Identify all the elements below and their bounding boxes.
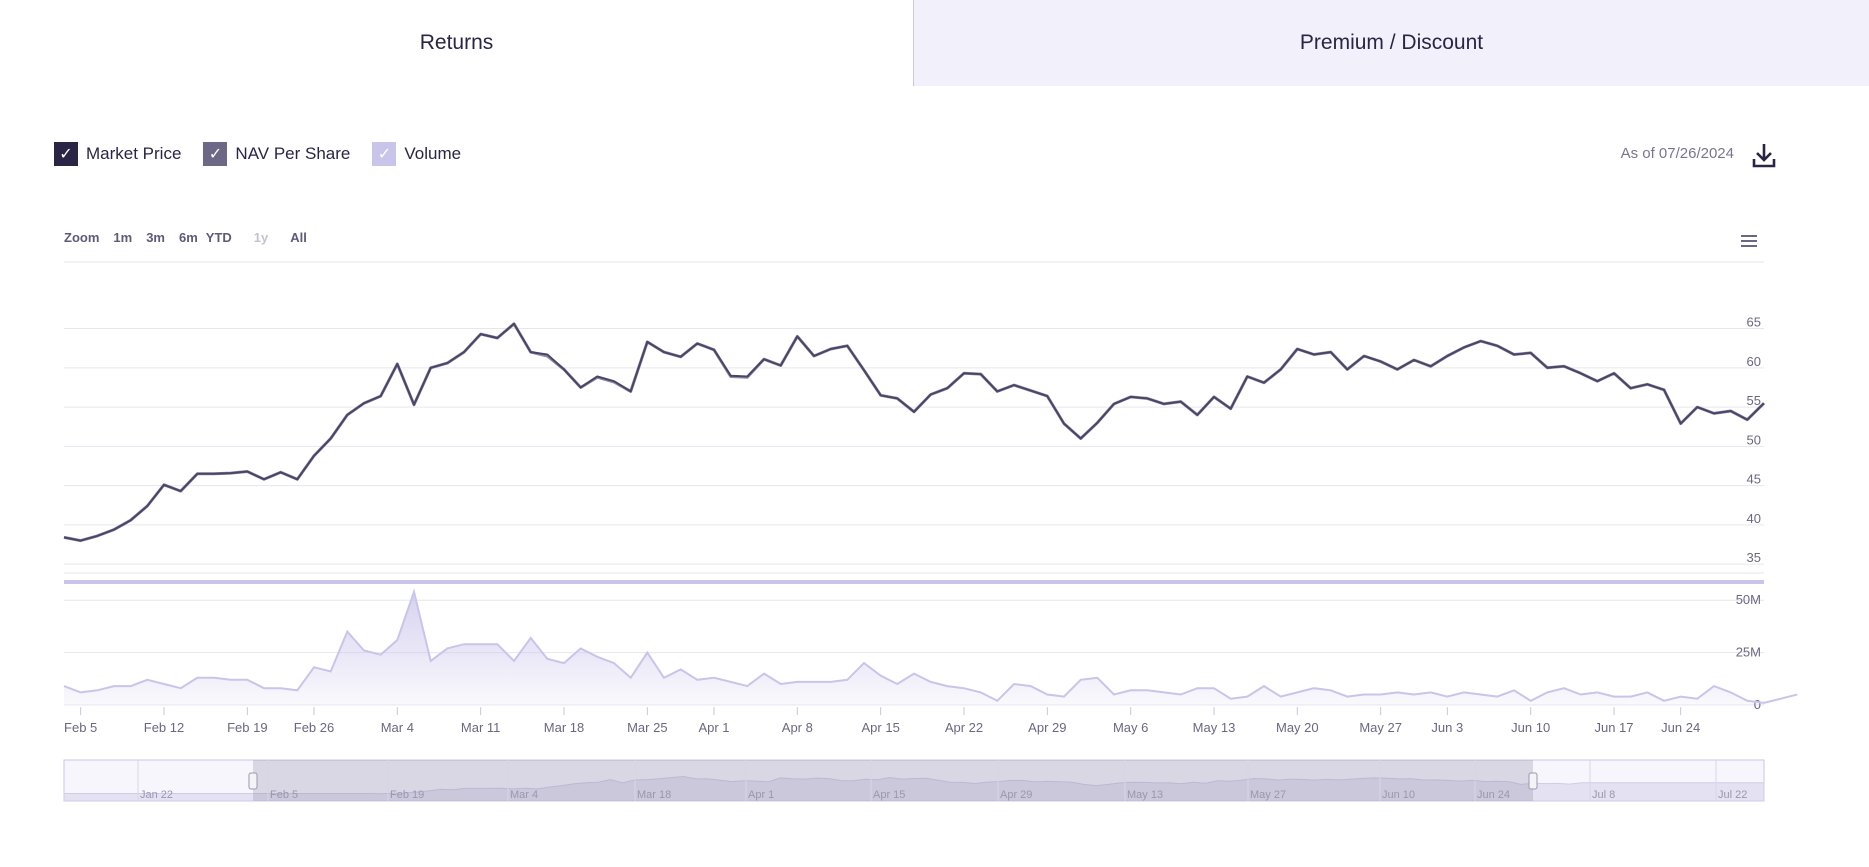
navigator-label: Apr 29 bbox=[1000, 789, 1032, 801]
navigator-handle[interactable] bbox=[1528, 772, 1538, 790]
x-tick-label: Feb 12 bbox=[144, 720, 184, 735]
navigator-label: Jun 24 bbox=[1477, 789, 1510, 801]
checkbox-check-icon[interactable]: ✓ bbox=[372, 142, 397, 166]
zoom-3m-button[interactable]: 3m bbox=[146, 230, 165, 245]
x-tick-label: May 20 bbox=[1276, 720, 1319, 735]
x-tick-label: Jun 10 bbox=[1511, 720, 1550, 735]
x-tick-label: Feb 19 bbox=[227, 720, 267, 735]
zoom-ytd-button[interactable]: YTD bbox=[205, 230, 232, 245]
legend-item-volume[interactable]: ✓ Volume bbox=[372, 142, 461, 166]
volume-series-line bbox=[63, 588, 1798, 704]
price-tick-label: 50 bbox=[1747, 432, 1761, 447]
volume-area bbox=[64, 591, 1798, 705]
x-tick-label: May 6 bbox=[1113, 720, 1148, 735]
x-tick-label: May 27 bbox=[1359, 720, 1402, 735]
legend-label: Volume bbox=[404, 144, 462, 163]
legend-label: Market Price bbox=[86, 144, 182, 163]
price-tick-label: 65 bbox=[1747, 315, 1761, 330]
x-tick-label: Apr 8 bbox=[782, 720, 813, 735]
navigator-selected-range bbox=[253, 760, 1533, 801]
navigator-label: Feb 19 bbox=[390, 789, 424, 801]
zoom-1m-button[interactable]: 1m bbox=[113, 230, 133, 245]
navigator-label: Jul 8 bbox=[1592, 789, 1615, 801]
checkbox-check-icon[interactable]: ✓ bbox=[54, 142, 78, 166]
x-tick-label: Jun 17 bbox=[1594, 720, 1633, 735]
as-of-date: As of 07/26/2024 bbox=[1620, 145, 1734, 162]
market-price-line bbox=[63, 322, 1765, 542]
price-tick-label: 60 bbox=[1747, 354, 1761, 369]
x-tick-label: Jun 24 bbox=[1661, 720, 1700, 735]
navigator-label: Apr 1 bbox=[748, 789, 774, 801]
x-tick-label: Feb 26 bbox=[294, 720, 334, 735]
tab-returns[interactable]: Returns bbox=[0, 0, 914, 86]
zoom-controls: Zoom 1m 3m 6m YTD 1y All bbox=[64, 230, 321, 245]
x-tick-label: Mar 4 bbox=[381, 720, 414, 735]
x-tick-label: Mar 11 bbox=[461, 720, 501, 735]
hamburger-menu-icon[interactable] bbox=[1739, 232, 1759, 250]
x-tick-label: Mar 25 bbox=[627, 720, 667, 735]
grid-lines bbox=[64, 261, 1764, 715]
zoom-all-button[interactable]: All bbox=[290, 230, 307, 245]
x-tick-label: Apr 1 bbox=[698, 720, 729, 735]
navigator-label: May 13 bbox=[1127, 789, 1163, 801]
x-tick-label: May 13 bbox=[1193, 720, 1236, 735]
x-tick-label: Jun 3 bbox=[1431, 720, 1463, 735]
navigator-label: Jul 22 bbox=[1718, 789, 1747, 801]
x-tick-label: Apr 15 bbox=[862, 720, 900, 735]
tab-bar: Returns Premium / Discount bbox=[0, 0, 1869, 86]
x-tick-label: Apr 22 bbox=[945, 720, 983, 735]
navigator: Jan 22 Feb 5 Feb 19 Mar 4 Mar 18 Apr 1 Apr 15 A… bbox=[63, 759, 1765, 802]
chart-legend: ✓ Market Price ✓ NAV Per Share ✓ Volume bbox=[54, 142, 483, 166]
download-icon[interactable] bbox=[1751, 142, 1777, 170]
zoom-label: Zoom bbox=[64, 230, 100, 245]
navigator-label: May 27 bbox=[1250, 789, 1286, 801]
navigator-handle[interactable] bbox=[248, 772, 258, 790]
price-tick-label: 55 bbox=[1747, 393, 1761, 408]
zoom-1y-button: 1y bbox=[253, 230, 269, 245]
navigator-series bbox=[63, 775, 1765, 802]
price-tick-label: 40 bbox=[1747, 511, 1761, 526]
legend-item-market-price[interactable]: ✓ Market Price bbox=[54, 142, 181, 166]
navigator-label: Mar 4 bbox=[510, 789, 538, 801]
x-tick-label: Mar 18 bbox=[544, 720, 584, 735]
legend-label: NAV Per Share bbox=[235, 144, 351, 163]
navigator-label: Mar 18 bbox=[637, 789, 671, 801]
navigator-label: Apr 15 bbox=[873, 789, 905, 801]
x-tick-label: Feb 5 bbox=[64, 720, 97, 735]
navigator-label: Feb 5 bbox=[270, 789, 298, 801]
navigator-label: Jun 10 bbox=[1382, 789, 1415, 801]
volume-tick-label: 25M bbox=[1736, 645, 1761, 660]
tab-premium-discount[interactable]: Premium / Discount bbox=[914, 0, 1869, 86]
nav-per-share-line bbox=[63, 322, 1766, 543]
price-tick-label: 45 bbox=[1747, 472, 1761, 487]
zoom-6m-button[interactable]: 6m bbox=[178, 230, 198, 245]
panel-separator bbox=[64, 580, 1764, 584]
navigator-label: Jan 22 bbox=[140, 789, 173, 801]
volume-tick-label: 50M bbox=[1736, 592, 1761, 607]
series-layer bbox=[63, 322, 1798, 705]
legend-item-nav-per-share[interactable]: ✓ NAV Per Share bbox=[203, 142, 350, 166]
price-tick-label: 35 bbox=[1747, 550, 1761, 565]
x-tick-label: Apr 29 bbox=[1028, 720, 1066, 735]
checkbox-check-icon[interactable]: ✓ bbox=[203, 142, 228, 166]
